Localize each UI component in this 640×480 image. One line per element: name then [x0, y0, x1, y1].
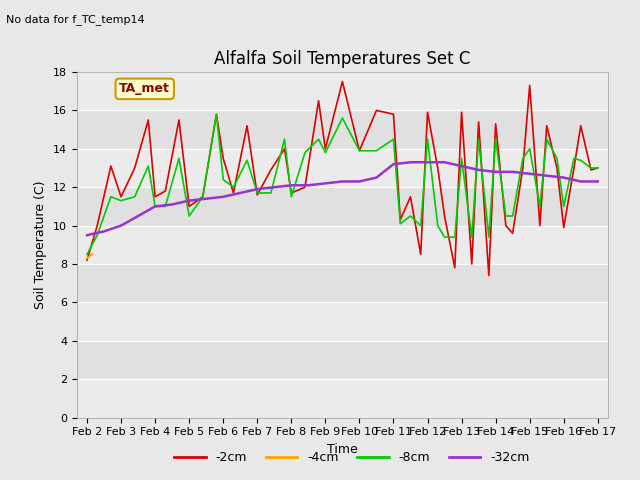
Bar	[77, 302, 608, 341]
Bar	[77, 72, 608, 110]
Bar	[77, 341, 608, 379]
Bar	[77, 226, 608, 264]
Bar	[77, 379, 608, 418]
Bar	[77, 110, 608, 149]
Bar	[77, 149, 608, 187]
X-axis label: Time: Time	[327, 443, 358, 456]
Title: Alfalfa Soil Temperatures Set C: Alfalfa Soil Temperatures Set C	[214, 49, 470, 68]
Legend: -2cm, -4cm, -8cm, -32cm: -2cm, -4cm, -8cm, -32cm	[170, 446, 534, 469]
Y-axis label: Soil Temperature (C): Soil Temperature (C)	[35, 180, 47, 309]
Bar	[77, 264, 608, 302]
Text: TA_met: TA_met	[119, 83, 170, 96]
Bar	[77, 187, 608, 226]
Text: No data for f_TC_temp14: No data for f_TC_temp14	[6, 14, 145, 25]
